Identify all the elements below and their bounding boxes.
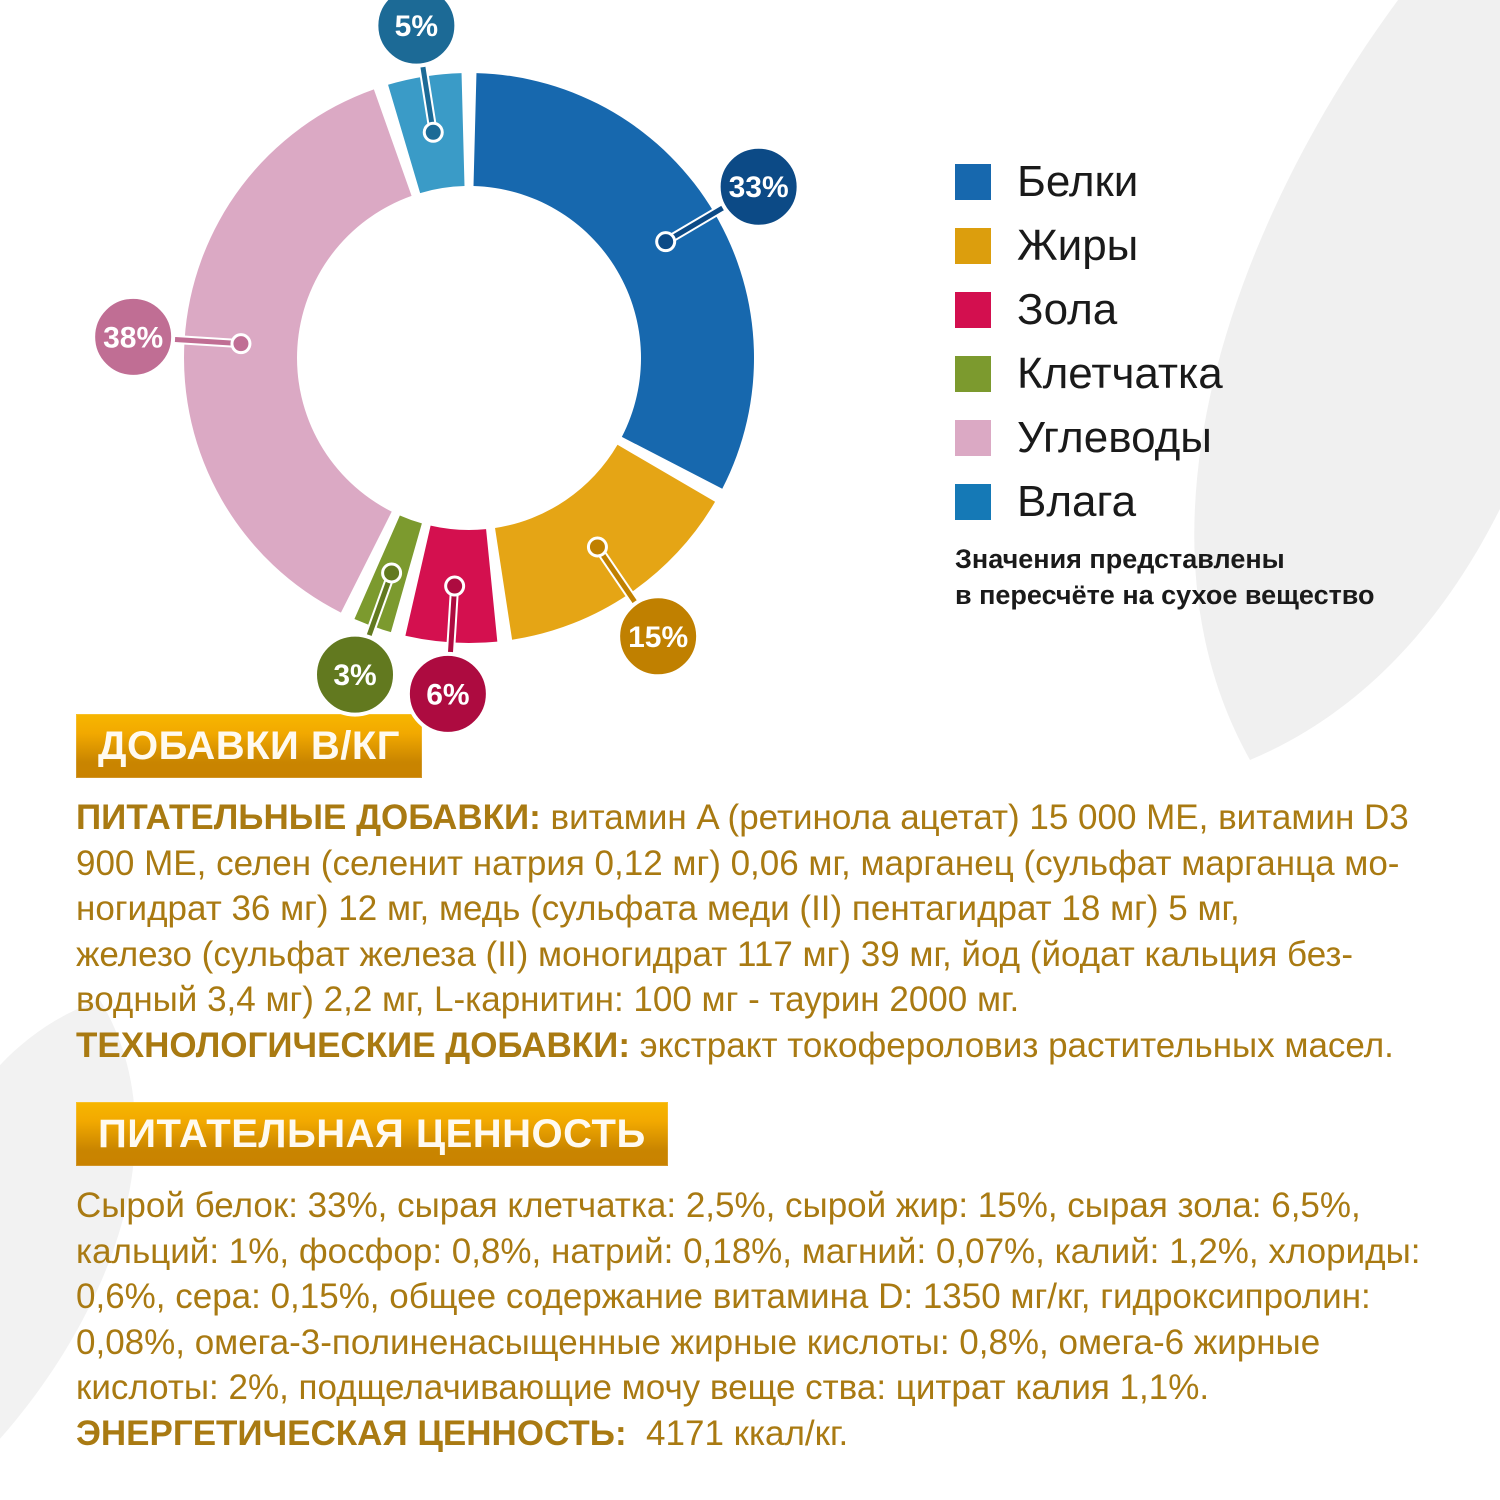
svg-text:6%: 6%: [426, 678, 469, 711]
svg-text:33%: 33%: [729, 171, 789, 204]
svg-text:38%: 38%: [103, 321, 163, 354]
svg-text:15%: 15%: [628, 621, 688, 654]
svg-text:5%: 5%: [395, 10, 438, 43]
svg-text:3%: 3%: [333, 659, 376, 692]
